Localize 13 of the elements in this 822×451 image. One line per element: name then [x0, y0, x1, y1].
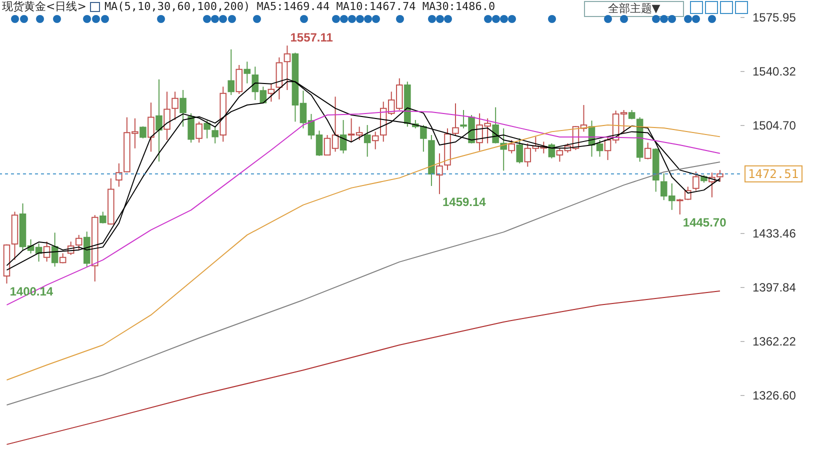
- y-tick-label: 1504.70: [752, 118, 796, 133]
- ref-line-label: 1472.51: [748, 166, 799, 181]
- y-tick-label: 1540.32: [752, 64, 796, 79]
- y-tick-label: 1575.95: [752, 10, 796, 24]
- y-tick-label: 1433.46: [752, 226, 796, 241]
- annotation: 1557.11: [290, 30, 334, 45]
- y-tick-label: 1397.84: [752, 280, 796, 295]
- chart-title: 现货黄金<日线>: [2, 0, 86, 13]
- y-tick-label: 1326.60: [752, 388, 796, 403]
- y-tick-label: 1362.22: [752, 334, 796, 349]
- annotation: 1459.14: [442, 195, 486, 210]
- chart-subtitle: MA(5,10,30,60,100,200) MA5:1469.44 MA10:1467.74 MA30:1486.0: [104, 0, 496, 13]
- annotation: 1445.70: [682, 215, 727, 230]
